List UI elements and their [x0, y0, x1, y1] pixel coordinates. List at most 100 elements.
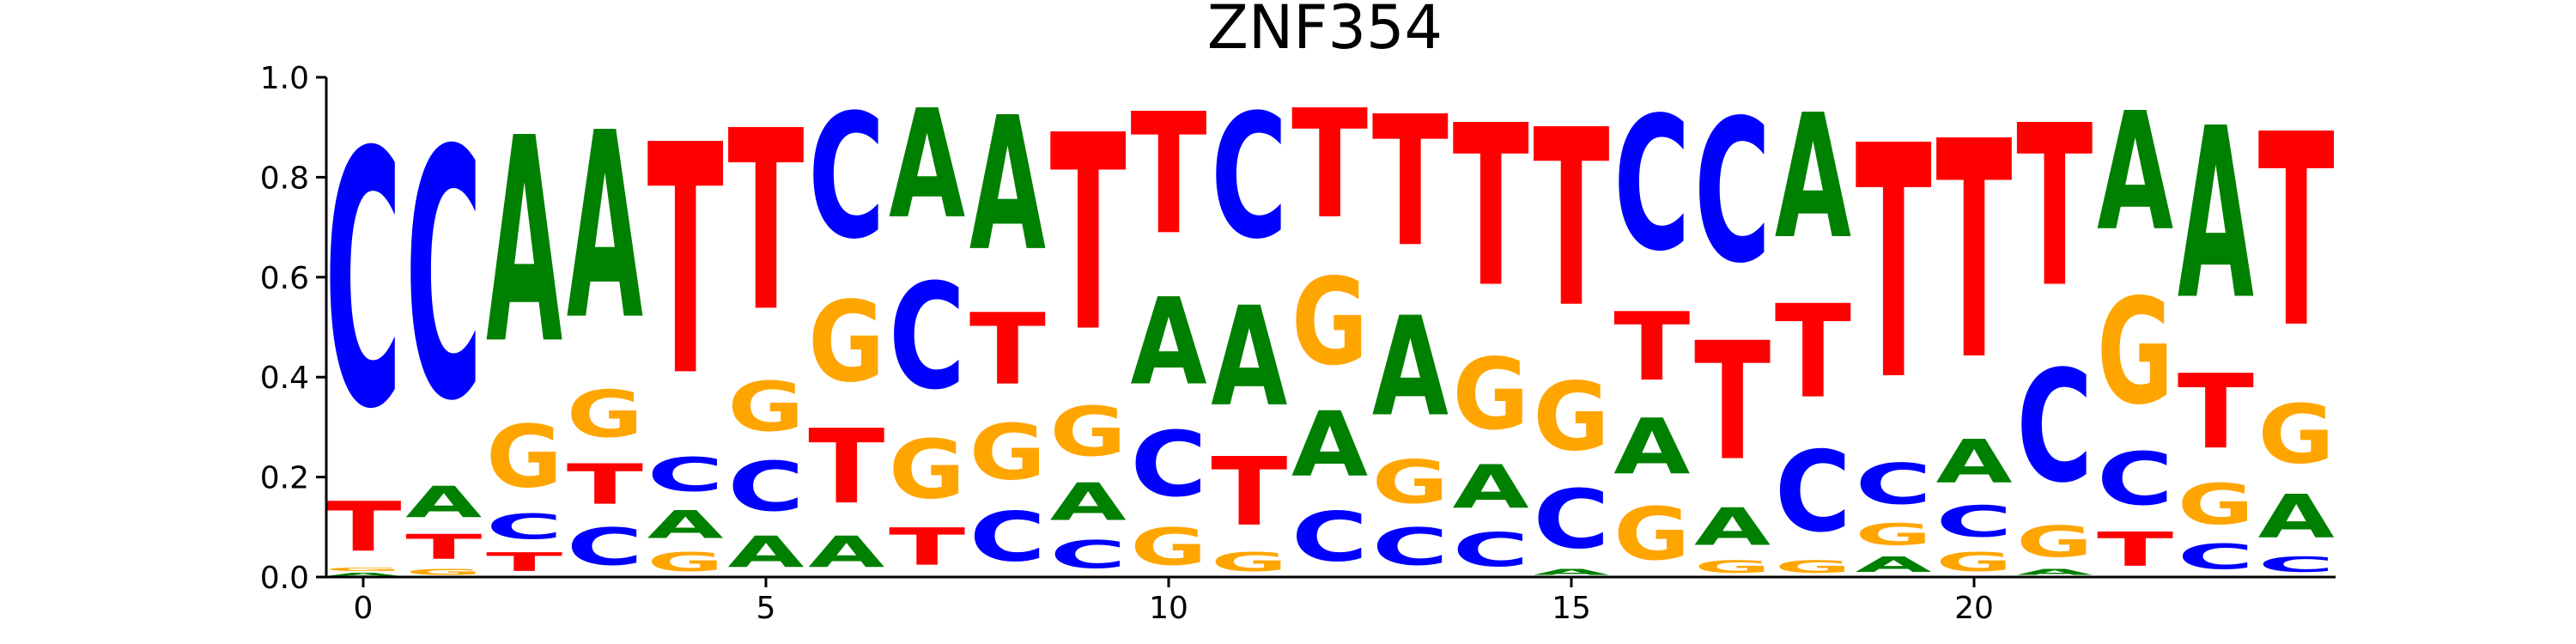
logo-letter-T: T: [1694, 308, 1771, 497]
logo-letter-G: G: [1775, 557, 1851, 577]
logo-letter-G: G: [1211, 547, 1287, 577]
logo-letter-G: G: [2016, 517, 2093, 567]
logo-letter-T: T: [405, 527, 482, 568]
logo-letter-T: T: [1453, 79, 1529, 337]
logo-letter-C: C: [1291, 498, 1368, 577]
logo-letter-A: A: [1050, 472, 1127, 532]
logo-letter-C: C: [486, 507, 562, 547]
logo-letter-T: T: [1935, 79, 2013, 427]
logo-letter-C: C: [1372, 517, 1449, 577]
logo-letter-G: G: [808, 278, 884, 408]
logo-letter-A: A: [405, 477, 483, 527]
logo-letter-A: A: [1613, 403, 1690, 492]
logo-letter-G: G: [2258, 388, 2335, 483]
logo-letter-C: C: [1775, 428, 1851, 557]
logo-letter-A: A: [325, 572, 401, 577]
logo-letter-A: A: [2258, 483, 2336, 553]
x-tick-label: 5: [756, 591, 776, 626]
logo-letter-C: C: [889, 252, 965, 422]
logo-letter-T: T: [325, 488, 401, 568]
logo-letter-A: A: [1856, 552, 1933, 577]
logo-letter-A: A: [1130, 273, 1206, 412]
logo-letter-A: A: [2016, 567, 2093, 577]
logo-letter-A: A: [969, 78, 1046, 292]
logo-letter-A: A: [1372, 288, 1449, 447]
logo-letter-C: C: [2097, 437, 2173, 522]
logo-letter-C: C: [567, 517, 643, 577]
logo-letter-C: C: [1453, 523, 1529, 577]
logo-letter-G: G: [2178, 473, 2254, 538]
logo-letter-T: T: [969, 292, 1046, 406]
logo-letter-T: T: [1775, 278, 1851, 427]
logo-letter-T: T: [889, 517, 965, 576]
logo-letter-T: T: [1050, 77, 1127, 392]
y-tick-label: 0.4: [260, 361, 309, 396]
logo-letter-T: T: [1211, 438, 1287, 547]
logo-letter-G: G: [1613, 492, 1690, 576]
logo-letter-C: C: [2258, 552, 2335, 577]
logo-letter-G: G: [1050, 393, 1127, 472]
logo-letter-C: C: [1856, 453, 1932, 517]
logo-letter-C: C: [1130, 412, 1206, 517]
logo-letter-C: C: [969, 498, 1046, 577]
y-tick-label: 1.0: [260, 61, 309, 96]
logo-letter-G: G: [969, 408, 1046, 496]
logo-letter-A: A: [1694, 497, 1771, 557]
logo-letter-A: A: [1935, 428, 2013, 497]
y-tick-label: 0.2: [260, 461, 309, 496]
logo-letter-C: C: [1050, 532, 1127, 577]
logo-letter-A: A: [1453, 453, 1530, 523]
logo-letter-C: C: [2016, 338, 2093, 517]
logo-letter-G: G: [727, 368, 804, 447]
logo-letter-C: C: [1533, 472, 1609, 567]
logo-letter-T: T: [1291, 78, 1368, 252]
logo-letter-T: T: [727, 77, 804, 366]
logo-letter-T: T: [647, 79, 725, 447]
logo-letter-A: A: [567, 79, 643, 377]
logo-letter-T: T: [2016, 79, 2093, 337]
logo-letter-G: G: [1694, 557, 1771, 577]
logo-letter-A: A: [889, 77, 965, 252]
logo-letter-T: T: [1533, 79, 1609, 362]
logo-letter-G: G: [486, 407, 562, 507]
logo-letter-A: A: [1775, 78, 1851, 276]
logo-letter-T: T: [1372, 78, 1449, 287]
logo-letter-T: T: [567, 453, 643, 517]
logo-letter-G: G: [1291, 253, 1368, 392]
logo-letter-G: G: [2097, 267, 2173, 437]
x-tick-label: 0: [354, 591, 374, 626]
logo-letter-T: T: [1856, 78, 1933, 451]
y-tick-label: 0.6: [260, 261, 309, 296]
logo-letter-T: T: [2258, 77, 2335, 386]
logo-letter-A: A: [808, 527, 885, 577]
logo-letter-C: C: [647, 448, 724, 502]
logo-letter-A: A: [1211, 277, 1287, 437]
logo-letter-C: C: [1211, 77, 1287, 276]
logo-letter-G: G: [1935, 547, 2012, 577]
logo-letter-A: A: [647, 502, 725, 547]
axes: [325, 77, 2336, 579]
logo-letter-G: G: [567, 378, 643, 453]
logo-letter-T: T: [1613, 293, 1690, 402]
logo-letter-G: G: [1130, 517, 1206, 577]
logo-letter-A: A: [727, 527, 805, 577]
logo-letter-A: A: [2097, 78, 2173, 267]
logo-letters: AGTCGTACTCGACTGAGACTACGTATGCTGCACGTACAGT…: [325, 77, 2335, 577]
x-tick-label: 20: [1954, 591, 1994, 626]
logo-letter-A: A: [2178, 79, 2254, 352]
logo-letter-T: T: [486, 547, 563, 577]
logo-letter-C: C: [325, 78, 401, 485]
logo-letter-C: C: [1694, 79, 1771, 307]
logo-letter-A: A: [1291, 392, 1368, 497]
logo-letter-C: C: [1613, 79, 1690, 292]
logo-letter-T: T: [2178, 352, 2254, 471]
y-ticks: 0.0 0.2 0.4 0.6 0.8 1.0: [260, 61, 326, 596]
logo-letter-G: G: [1856, 518, 1932, 553]
logo-letter-T: T: [2097, 522, 2173, 577]
logo-letter-G: G: [1453, 337, 1529, 452]
y-tick-label: 0.0: [260, 561, 309, 596]
logo-letter-A: A: [1533, 567, 1609, 577]
chart-title: ZNF354: [1207, 0, 1443, 63]
y-tick-label: 0.8: [260, 161, 309, 196]
x-ticks: 0 5 10 15 20: [354, 577, 1994, 626]
